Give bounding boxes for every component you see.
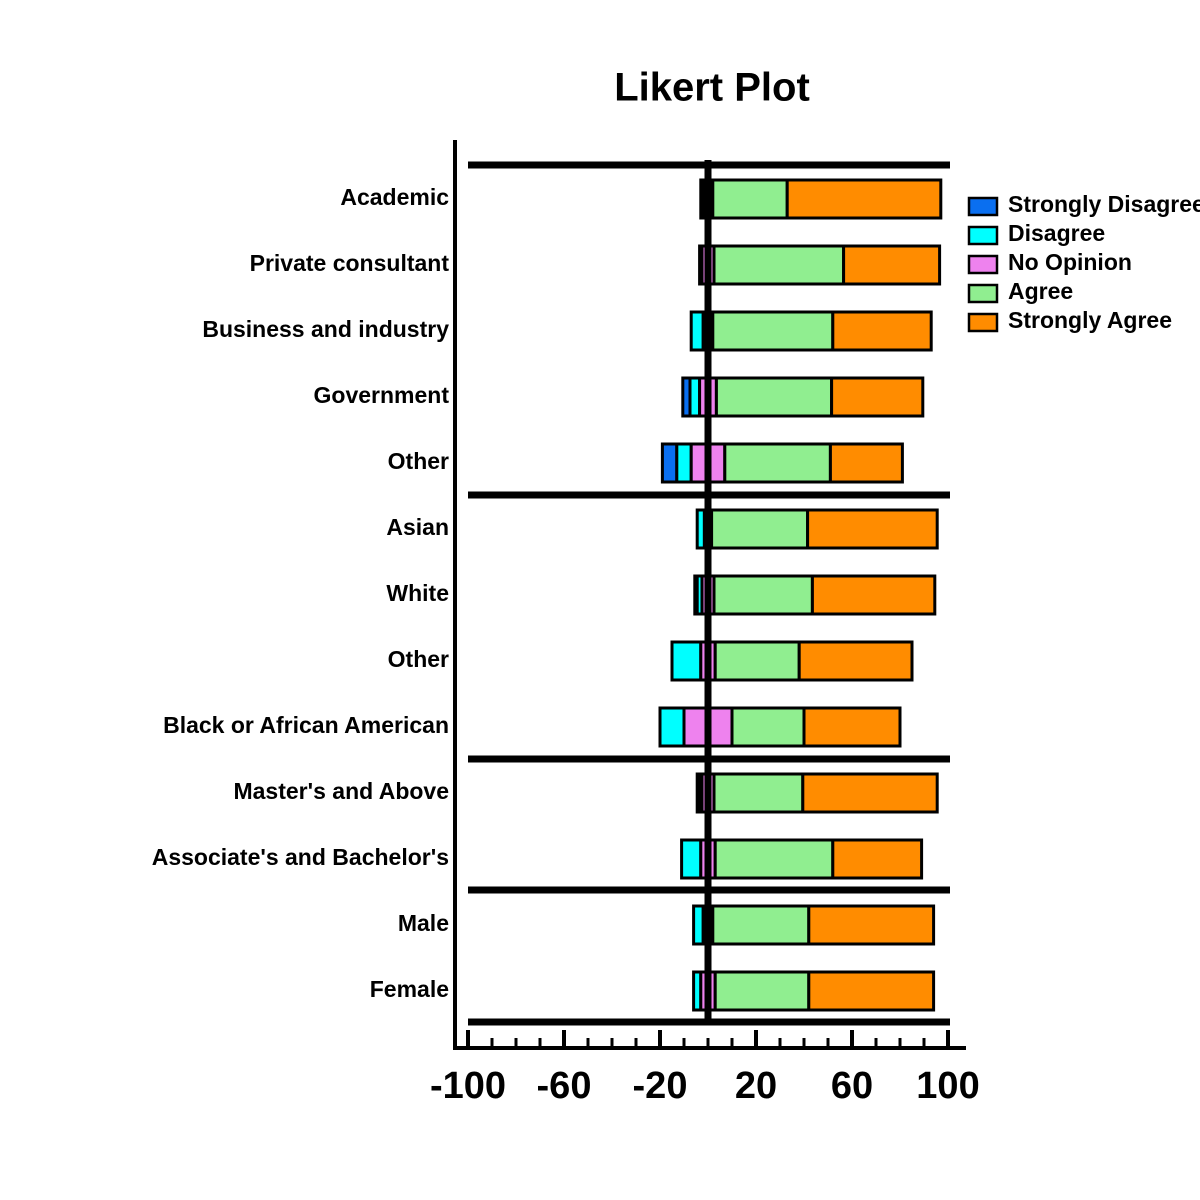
legend-swatch [967,196,999,217]
bar-segment [802,706,902,748]
bar-segment [689,310,705,352]
y-tick-label: Other [388,448,449,474]
bar-segment [730,706,806,748]
bar-segment [712,772,805,814]
legend-swatch [967,312,999,333]
legend-swatch [967,225,999,246]
bar-segment [806,508,939,550]
legend-label: No Opinion [1008,249,1132,275]
x-tick-label: -60 [537,1065,592,1107]
bar-segment [797,640,914,682]
chart-title: Likert Plot [614,66,810,110]
legend-label: Disagree [1008,220,1105,246]
y-tick-label: Private consultant [250,250,450,276]
bar-segment [713,838,835,880]
x-tick-label: 100 [916,1065,979,1107]
bar-segment [830,376,925,418]
legend-label: Strongly Agree [1008,307,1172,333]
bar-segment [831,838,924,880]
bar-segment [712,574,814,616]
y-tick-label: Female [370,976,449,1002]
bar-segment [680,838,703,880]
legend-swatch [967,254,999,275]
bar-segment [723,442,832,484]
y-tick-label: White [386,580,449,606]
bar-segment [712,244,846,286]
bar-segment [713,640,801,682]
bar-segment [658,706,686,748]
y-tick-label: Male [398,910,449,936]
x-tick-label: -20 [633,1065,688,1107]
y-tick-label: Associate's and Bachelor's [152,844,449,870]
bar-segment [807,904,936,946]
bar-segment [807,970,936,1012]
bar-segment [831,310,933,352]
y-tick-label: Academic [340,184,449,210]
bar-segment [660,442,679,484]
y-tick-label: Asian [386,514,449,540]
x-tick-label: 20 [735,1065,777,1107]
legend-label: Strongly Disagree [1008,191,1200,217]
bar-segment [785,178,943,220]
bar-segment [670,640,703,682]
bar-segment [801,772,939,814]
x-tick-label: -100 [430,1065,506,1107]
bar-segment [711,178,789,220]
y-tick-label: Other [388,646,449,672]
bar-segment [713,970,811,1012]
bar-segment [711,904,811,946]
x-tick-label: 60 [831,1065,873,1107]
bar-segment [710,508,810,550]
bar-segment [810,574,937,616]
y-tick-label: Black or African American [163,712,449,738]
bar-segment [828,442,904,484]
bar-segment [714,376,834,418]
y-tick-label: Master's and Above [233,778,449,804]
legend-swatch [967,283,999,304]
y-tick-label: Business and industry [202,316,449,342]
bar-segment [675,442,693,484]
legend-label: Agree [1008,278,1073,304]
y-tick-label: Government [314,382,450,408]
bar-segment [842,244,942,286]
bar-segment [711,310,835,352]
